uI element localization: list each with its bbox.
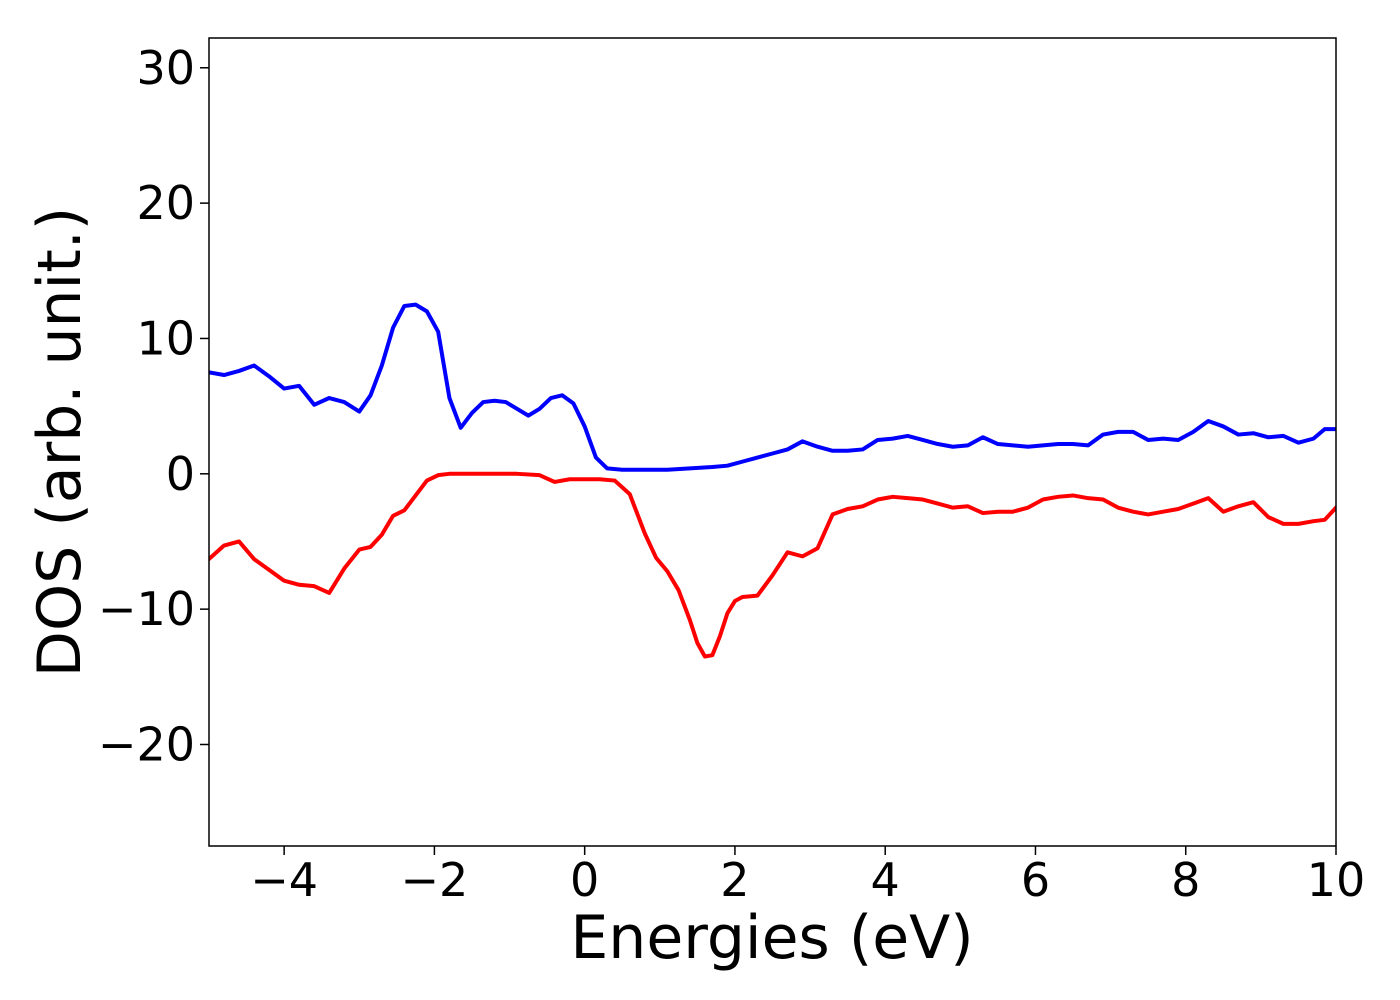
series-line-1 [209,302,1336,472]
y-tick-label: 30 [136,41,195,95]
series-line-2 [209,471,1336,659]
x-tick-label: 6 [1021,853,1050,907]
x-tick-label: −2 [400,853,468,907]
x-tick-label: 4 [871,853,900,907]
y-tick-label: −20 [98,717,195,771]
y-tick-label: 10 [136,311,195,365]
y-tick-label: −10 [98,582,195,636]
x-axis-title: Energies (eV) [570,903,973,973]
x-tick-label: 0 [570,853,599,907]
x-tick-label: 2 [720,853,749,907]
x-tick-label: −4 [250,853,318,907]
x-tick-label: 10 [1307,853,1366,907]
y-tick-label: 0 [166,447,195,501]
x-tick-label: 8 [1171,853,1200,907]
plot-frame [208,37,1337,847]
y-tick-label: 20 [136,176,195,230]
y-axis-title: DOS (arb. unit.) [25,207,95,677]
plot-area [209,302,1336,659]
